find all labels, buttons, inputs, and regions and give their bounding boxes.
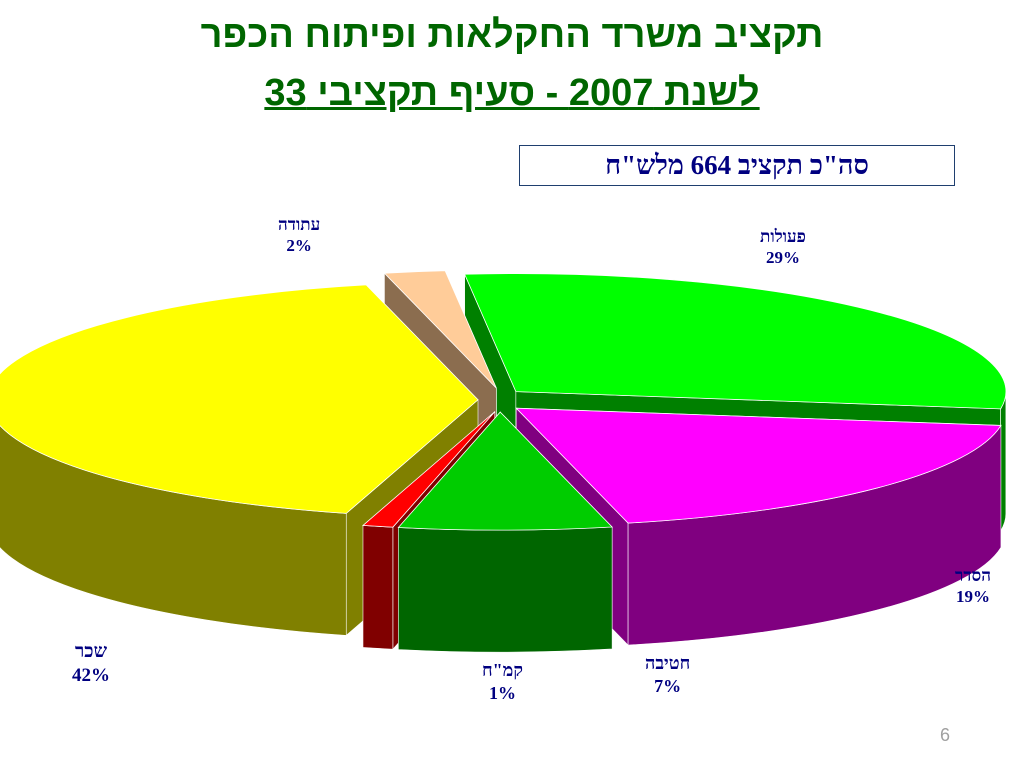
pie-tops: [0, 270, 1007, 531]
total-budget-box: סה"כ תקציב 664 מלש"ח: [519, 145, 955, 186]
slice-sachar: [0, 284, 479, 514]
chart-title: תקציב משרד החקלאות ופיתוח הכפר: [200, 14, 824, 56]
slice-kamah: [361, 411, 496, 528]
slice-rim-kamah: [362, 525, 394, 650]
slice-atuda: [383, 270, 497, 389]
chart-subtitle: לשנת 2007 - סעיף תקציבי 33: [264, 72, 760, 114]
slice-label-atuda: עתודה 2%: [278, 215, 321, 256]
slice-hesder: [515, 407, 1002, 524]
slice-rim-peulot: [1000, 391, 1007, 532]
slice-label-hativa: חטיבה 7%: [645, 653, 691, 696]
slice-rim-hativa: [398, 526, 613, 653]
slice-label-kamah: קמ"ח 1%: [482, 660, 523, 703]
slice-label-sachar: שכר 42%: [72, 641, 110, 686]
page-number: 6: [940, 725, 951, 745]
slice-label-peulot: פעולות 29%: [760, 227, 806, 268]
slice-label-hesder: הסדר 19%: [955, 566, 991, 607]
slice-hativa: [397, 411, 614, 531]
slice-peulot: [464, 273, 1007, 410]
